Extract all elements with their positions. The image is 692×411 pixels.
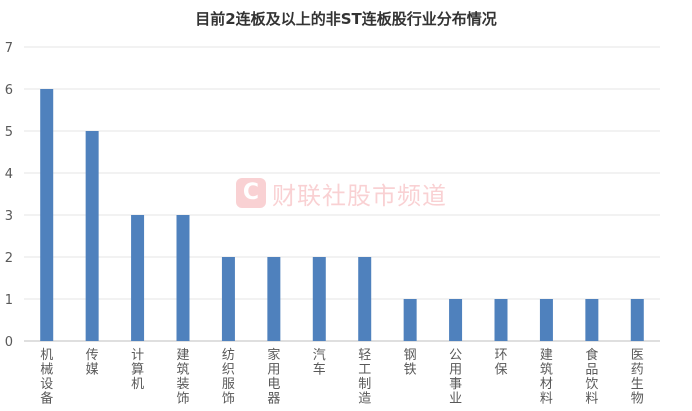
x-tick-label: 建筑材料 (540, 348, 553, 407)
bar (358, 257, 372, 341)
bar (85, 131, 99, 341)
bar (539, 299, 553, 341)
bar (585, 299, 599, 341)
gridlines (24, 46, 660, 342)
x-tick-label: 计算机 (131, 348, 144, 392)
y-tick-label: 3 (5, 209, 13, 224)
chart-title: 目前2连板及以上的非ST连板股行业分布情况 (195, 10, 497, 28)
y-tick-label: 1 (5, 293, 13, 308)
x-tick-label: 建筑装饰 (176, 348, 189, 407)
x-tick-label: 家用电器 (267, 347, 280, 407)
x-tick-label: 钢铁 (404, 348, 417, 378)
bar (449, 299, 463, 341)
y-tick-label: 5 (5, 125, 13, 140)
y-tick-label: 4 (5, 167, 13, 182)
x-tick-label: 食品饮料 (585, 347, 598, 407)
y-tick-label: 7 (5, 41, 13, 56)
bar (494, 299, 508, 341)
y-tick-label: 2 (5, 251, 13, 266)
bar (176, 215, 190, 341)
bar (40, 89, 54, 341)
x-axis: 机械设备 传媒 计算机 建筑装饰 纺织服饰 家用电器 汽车 轻工制造 钢铁 公用事业 环保 建筑材料 食… (40, 347, 644, 407)
bar (131, 215, 145, 341)
x-tick-label: 轻工制造 (358, 348, 371, 407)
bar (630, 299, 644, 341)
bar (267, 257, 281, 341)
bar (312, 257, 326, 341)
x-tick-label: 传媒 (86, 348, 99, 378)
bar-series (40, 89, 644, 341)
y-tick-label: 6 (5, 83, 13, 98)
x-tick-label: 机械设备 (40, 348, 53, 407)
bar (403, 299, 417, 341)
x-tick-label: 环保 (494, 348, 507, 378)
x-tick-label: 汽车 (313, 348, 326, 378)
bar (221, 257, 235, 341)
x-tick-label: 纺织服饰 (222, 348, 235, 407)
y-tick-label: 0 (5, 335, 13, 350)
y-axis: 0 1 2 3 4 5 6 7 (5, 41, 13, 350)
x-tick-label: 公用事业 (449, 348, 462, 407)
x-tick-label: 医药生物 (631, 348, 644, 407)
